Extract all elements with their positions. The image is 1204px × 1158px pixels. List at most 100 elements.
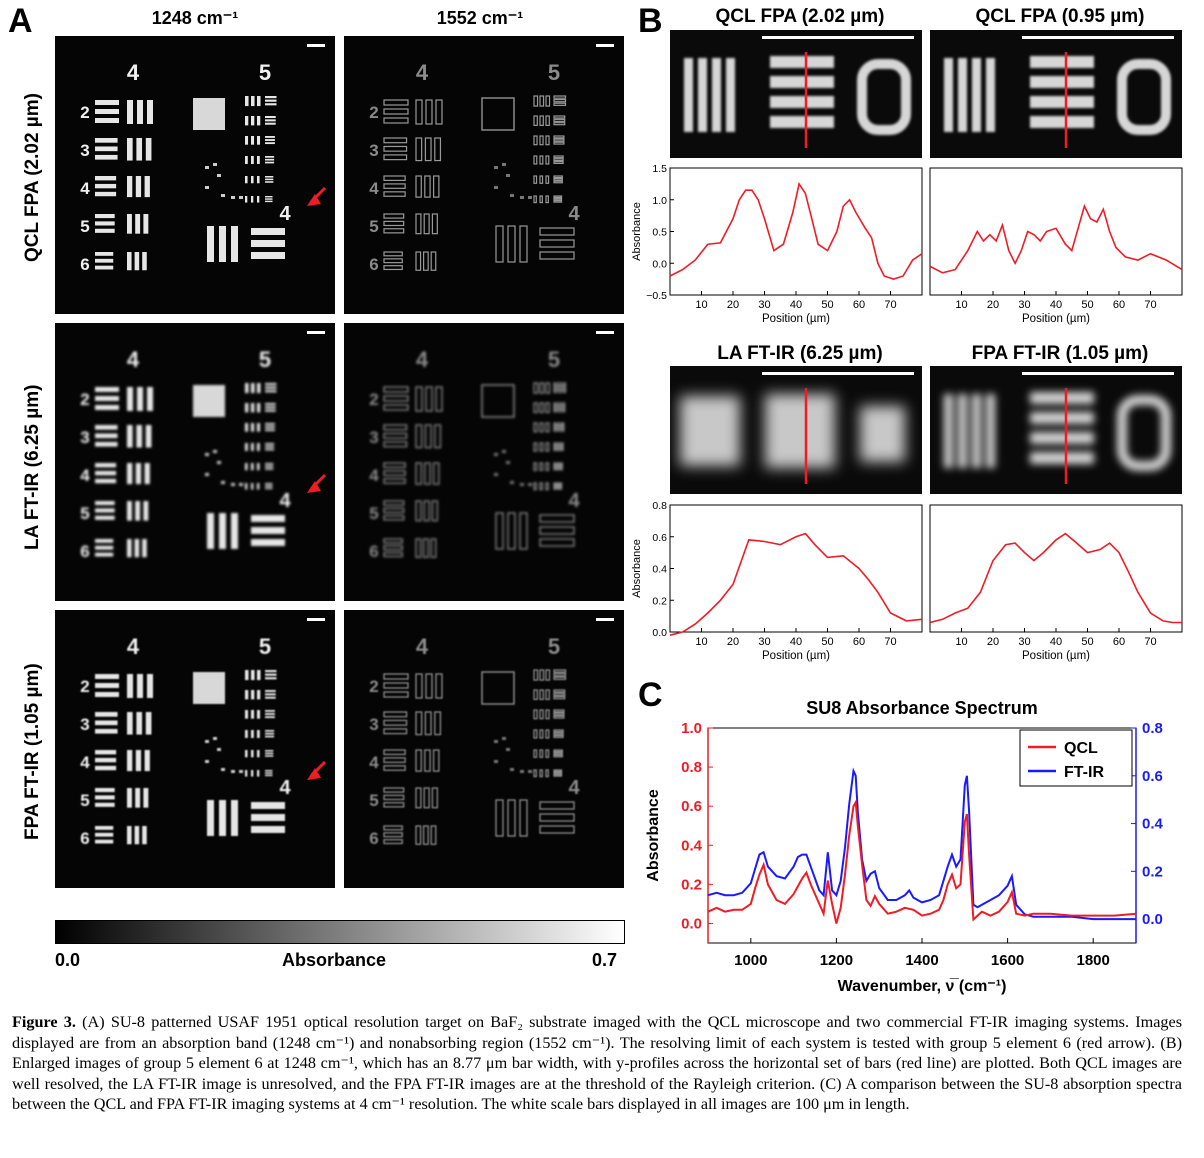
g5-horizontal-bar: [553, 405, 566, 409]
g5-horizontal-bar: [553, 155, 564, 159]
element-label-4: 4: [80, 753, 90, 772]
g4e1-vertical-bar: [507, 799, 516, 837]
vertical-bar: [430, 825, 437, 845]
colorbar: [55, 920, 625, 944]
g5-vertical-bar: [533, 462, 538, 471]
vertical-bar: [143, 501, 149, 521]
horizontal-bar: [95, 109, 119, 114]
g5-horizontal-bar: [265, 178, 274, 181]
g5-vertical-bar: [533, 422, 538, 433]
g4e1-horizontal-bar: [539, 227, 575, 236]
element-label-6: 6: [80, 542, 89, 561]
g4e1-vertical-bar: [231, 513, 238, 549]
g4e1-horizontal-bar: [539, 526, 575, 535]
g5-vertical-bar: [257, 770, 260, 777]
reference-square: [481, 97, 515, 131]
g5-vertical-bar: [251, 770, 254, 777]
vertical-bar: [142, 252, 147, 271]
g5-vertical-bar: [539, 669, 545, 681]
column-header-1552: 1552 cm⁻¹: [436, 8, 524, 28]
g5-horizontal-bar: [265, 426, 275, 428]
g5-vertical-bar: [257, 750, 260, 758]
g5-vertical-bar: [257, 383, 261, 394]
y-axis-label: Absorbance: [631, 539, 643, 598]
g5-horizontal-bar: [265, 677, 277, 680]
g6-bar-cluster: [239, 483, 243, 486]
x-tick-label: 70: [1144, 299, 1156, 311]
g6-bar-cluster: [502, 450, 506, 453]
g5-horizontal-bar: [553, 669, 567, 673]
g5-vertical-bar: [251, 96, 255, 107]
g5-vertical-bar: [257, 156, 260, 164]
horizontal-bar: [383, 765, 406, 771]
y-tick-label: 0.0: [681, 915, 702, 932]
horizontal-bar: [95, 539, 114, 543]
x-tick-label: 60: [853, 299, 865, 311]
g5-vertical-bar: [539, 95, 545, 107]
usaf-target: 4 5 2 3 4 5 6 4: [80, 634, 291, 848]
g4e1-vertical-bar: [507, 512, 516, 550]
horizontal-bar: [383, 794, 405, 801]
g5-horizontal-bar: [553, 98, 567, 103]
g5-horizontal-bar: [553, 178, 563, 181]
g5-vertical-bar: [245, 136, 249, 145]
vertical-bar: [127, 425, 133, 448]
group-label-5: 5: [259, 347, 271, 372]
g5-vertical-bar: [545, 442, 550, 452]
scale-bar: [762, 372, 914, 375]
g4e1-horizontal-bar: [251, 814, 285, 821]
vertical-bar: [145, 712, 152, 735]
g5-vertical-bar: [533, 749, 538, 758]
y-tick-label: 0.5: [652, 227, 667, 239]
x-tick-label: 50: [821, 636, 833, 648]
su8-spectrum-chart: SU8 Absorbance Spectrum 1000 1200 1400 1600 1…: [645, 698, 1164, 995]
g6-bar-cluster: [494, 186, 498, 189]
horizontal-bar: [383, 386, 409, 393]
g5-vertical-bar: [533, 115, 538, 126]
g5-horizontal-bar: [553, 115, 566, 119]
g4e1-horizontal-bar: [251, 539, 285, 546]
g5-vertical-bar: [539, 689, 544, 700]
x-tick-label: 1000: [734, 952, 767, 969]
g5-horizontal-bar: [265, 176, 274, 178]
g5-vertical-bar: [539, 382, 545, 394]
g6-bar-cluster: [494, 473, 498, 476]
g4e1-vertical-bar: [207, 513, 214, 549]
g5-vertical-bar: [257, 690, 261, 700]
horizontal-bar: [383, 682, 409, 689]
y-axis-label: Absorbance: [645, 789, 662, 882]
usaf-tile-r1-c2: 4 5 2 3 4 5 6 4: [344, 36, 624, 314]
horizontal-bar: [95, 387, 119, 392]
g6-bar-cluster: [205, 186, 209, 189]
g4e1-vertical-bar: [231, 226, 238, 262]
g4e1-vertical-bar: [495, 225, 504, 263]
vertical-bar: [422, 538, 429, 558]
usaf-tile-r2-c2: 4 5 2 3 4 5 6 4: [344, 323, 624, 601]
vertical-bar: [415, 99, 423, 125]
g4e1-horizontal-bar: [539, 825, 575, 834]
g5-horizontal-bar: [265, 139, 275, 141]
vertical-bar: [415, 711, 423, 736]
g5-horizontal-bar: [265, 103, 277, 106]
g6-bar-cluster: [510, 194, 514, 197]
horizontal-bar: [383, 265, 403, 271]
x-tick-label: 60: [1113, 299, 1125, 311]
g5-vertical-bar: [533, 729, 538, 739]
usaf-target: 4 5 2 3 4 5 6 4: [80, 347, 291, 561]
horizontal-bar: [383, 183, 406, 189]
g5-vertical-bar: [251, 176, 254, 184]
g5-vertical-bar: [245, 176, 248, 184]
g5-vertical-bar: [533, 689, 538, 700]
g5-vertical-bar: [545, 402, 550, 413]
reference-square: [193, 672, 225, 704]
g5-vertical-bar: [539, 115, 544, 126]
g5-horizontal-bar: [553, 715, 565, 719]
vertical-bar: [127, 826, 132, 845]
horizontal-bar: [383, 691, 409, 698]
g5-horizontal-bar: [265, 161, 275, 164]
horizontal-bar: [95, 674, 119, 679]
g6-bar-cluster: [494, 453, 498, 456]
g4e1-vertical-bar: [219, 800, 226, 836]
horizontal-bar: [383, 515, 405, 521]
x-tick-label: 1200: [820, 952, 853, 969]
